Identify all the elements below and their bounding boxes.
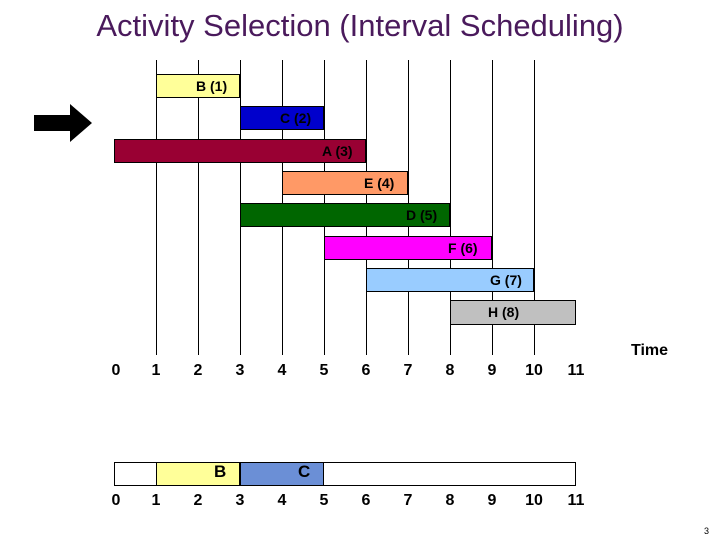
activity-label-f: F (6)	[448, 239, 478, 256]
bottom-tick-7: 7	[403, 492, 413, 509]
page-title: Activity Selection (Interval Scheduling)	[96, 8, 624, 43]
bottom-tick-8: 8	[445, 492, 455, 509]
top-tick-2: 2	[193, 362, 203, 379]
bottom-tick-5: 5	[319, 492, 329, 509]
activity-bar-d[interactable]	[240, 203, 450, 228]
activity-label-c: C (2)	[280, 110, 312, 127]
bottom-tick-3: 3	[235, 492, 245, 509]
activity-label-g: G (7)	[490, 271, 522, 288]
bottom-tick-10: 10	[525, 492, 543, 509]
bottom-tick-11: 11	[567, 492, 585, 509]
top-tick-9: 9	[487, 362, 497, 379]
pointer-arrow-icon	[34, 104, 92, 142]
top-tick-5: 5	[319, 362, 329, 379]
top-tick-4: 4	[277, 362, 287, 379]
gridline-1	[156, 60, 157, 355]
selected-block-c[interactable]	[240, 462, 324, 486]
gridline-2	[198, 60, 199, 355]
top-tick-8: 8	[445, 362, 455, 379]
activity-bar-h[interactable]	[450, 300, 576, 326]
activity-bar-a[interactable]	[114, 138, 366, 163]
bottom-tick-0: 0	[111, 492, 121, 509]
selected-label-b: B	[214, 462, 227, 481]
activity-label-a: A (3)	[322, 142, 353, 159]
bottom-tick-9: 9	[487, 492, 497, 509]
top-tick-0: 0	[111, 362, 121, 379]
activity-bar-b[interactable]	[156, 74, 240, 98]
bottom-tick-2: 2	[193, 492, 203, 509]
selected-label-c: C	[298, 462, 311, 481]
activity-label-e: E (4)	[364, 174, 395, 191]
selected-block-b[interactable]	[156, 462, 240, 486]
page-number: 3	[704, 526, 710, 536]
bottom-tick-1: 1	[151, 492, 161, 509]
activity-label-d: D (5)	[406, 207, 438, 224]
gridline-10	[534, 60, 535, 355]
gridline-9	[492, 60, 493, 355]
time-axis-label: Time	[631, 342, 669, 359]
top-tick-7: 7	[403, 362, 413, 379]
bottom-tick-4: 4	[277, 492, 287, 509]
top-tick-11: 11	[567, 362, 585, 379]
activity-bar-f[interactable]	[324, 235, 492, 260]
activity-bar-c[interactable]	[240, 106, 324, 131]
activity-label-b: B (1)	[196, 78, 228, 94]
bottom-tick-6: 6	[361, 492, 371, 509]
top-tick-3: 3	[235, 362, 245, 379]
activity-bar-g[interactable]	[366, 267, 534, 292]
gridline-8	[450, 60, 451, 355]
top-tick-6: 6	[361, 362, 371, 379]
top-tick-1: 1	[151, 362, 161, 379]
activity-bar-e[interactable]	[282, 170, 408, 195]
top-tick-10: 10	[525, 362, 543, 379]
activity-label-h: H (8)	[488, 304, 520, 321]
